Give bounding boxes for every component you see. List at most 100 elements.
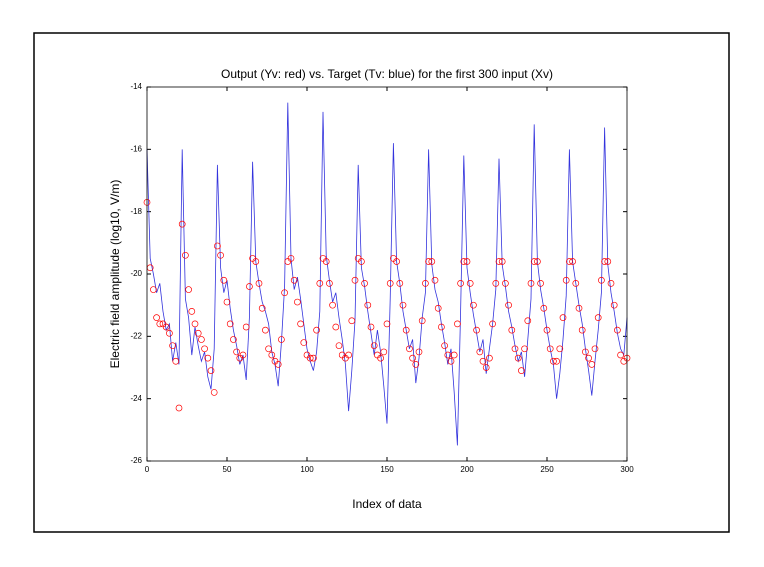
y-tick-label: -26 [130, 456, 142, 465]
data-point [370, 342, 378, 350]
data-point [396, 280, 404, 287]
data-point [444, 351, 452, 359]
data-point [300, 339, 308, 346]
data-point [447, 357, 455, 365]
data-point [188, 308, 196, 315]
data-point [543, 326, 551, 334]
data-point [521, 345, 528, 353]
data-point [178, 220, 186, 228]
data-point [358, 258, 365, 265]
data-point [220, 276, 228, 284]
data-point [614, 326, 621, 334]
data-point [150, 286, 157, 293]
data-point [322, 258, 330, 265]
data-point [402, 326, 410, 334]
data-point [434, 304, 442, 312]
data-point [380, 348, 388, 356]
data-point [169, 342, 176, 350]
x-tick-label: 0 [145, 465, 150, 474]
data-point [210, 389, 218, 396]
data-point [482, 364, 490, 371]
data-point [473, 326, 480, 334]
data-point [428, 258, 436, 265]
data-point [201, 345, 208, 353]
data-point [438, 323, 445, 331]
data-point [351, 276, 359, 284]
data-point [588, 361, 596, 368]
data-point [495, 258, 503, 265]
data-point [470, 301, 477, 309]
x-tick-label: 150 [380, 465, 394, 474]
data-point [486, 354, 493, 362]
data-point [290, 276, 298, 284]
data-point [441, 342, 448, 350]
data-point [198, 336, 205, 343]
data-point [604, 258, 612, 265]
data-point [214, 242, 221, 250]
data-point [316, 280, 324, 287]
data-point [326, 280, 333, 287]
data-point [511, 345, 519, 353]
data-point [191, 320, 199, 328]
data-point [454, 320, 461, 328]
frame [33, 32, 730, 533]
data-point [607, 280, 615, 287]
data-point [278, 336, 285, 343]
data-point [540, 304, 548, 312]
data-point [364, 301, 372, 309]
data-point [265, 345, 272, 353]
data-point [393, 258, 400, 265]
y-tick-label: -22 [130, 331, 142, 340]
data-point [166, 329, 173, 337]
y-tick-label: -24 [130, 394, 142, 403]
data-point [377, 354, 384, 362]
data-point [182, 251, 189, 259]
data-point [386, 280, 394, 287]
x-tick-label: 200 [460, 465, 474, 474]
data-point [412, 361, 420, 368]
data-point [226, 320, 234, 328]
data-point [310, 354, 317, 362]
data-point [153, 314, 160, 321]
data-point [457, 280, 464, 287]
y-axis-label: Electric field amplitude (log10, V/m) [108, 180, 122, 369]
data-point [463, 258, 471, 265]
data-point [287, 255, 295, 262]
data-point [204, 354, 212, 362]
data-point [518, 367, 525, 374]
data-point [460, 258, 468, 265]
data-point [422, 280, 429, 287]
data-point [431, 276, 439, 284]
data-point [450, 351, 458, 359]
data-point [537, 280, 544, 287]
data-point [479, 357, 487, 365]
data-point [262, 326, 269, 334]
data-point [175, 404, 183, 412]
data-point [566, 258, 573, 265]
data-point [598, 276, 605, 284]
data-point [335, 342, 343, 350]
data-point [559, 314, 567, 321]
data-point [383, 320, 391, 328]
data-point [255, 280, 263, 287]
data-point [294, 298, 301, 306]
data-point [185, 286, 192, 293]
data-point [246, 283, 253, 290]
data-point [297, 320, 304, 328]
data-point [230, 336, 237, 343]
data-point [572, 280, 580, 287]
y-tick-label: -20 [130, 269, 142, 278]
data-point [156, 320, 164, 328]
x-tick-label: 300 [620, 465, 634, 474]
data-point [556, 345, 564, 353]
data-point [345, 351, 352, 359]
data-point [361, 280, 368, 287]
data-point [313, 326, 320, 334]
data-point [527, 280, 535, 287]
data-point [466, 280, 474, 287]
data-point [575, 304, 583, 312]
data-point [550, 357, 557, 365]
data-point [610, 301, 618, 309]
data-point [399, 301, 407, 309]
